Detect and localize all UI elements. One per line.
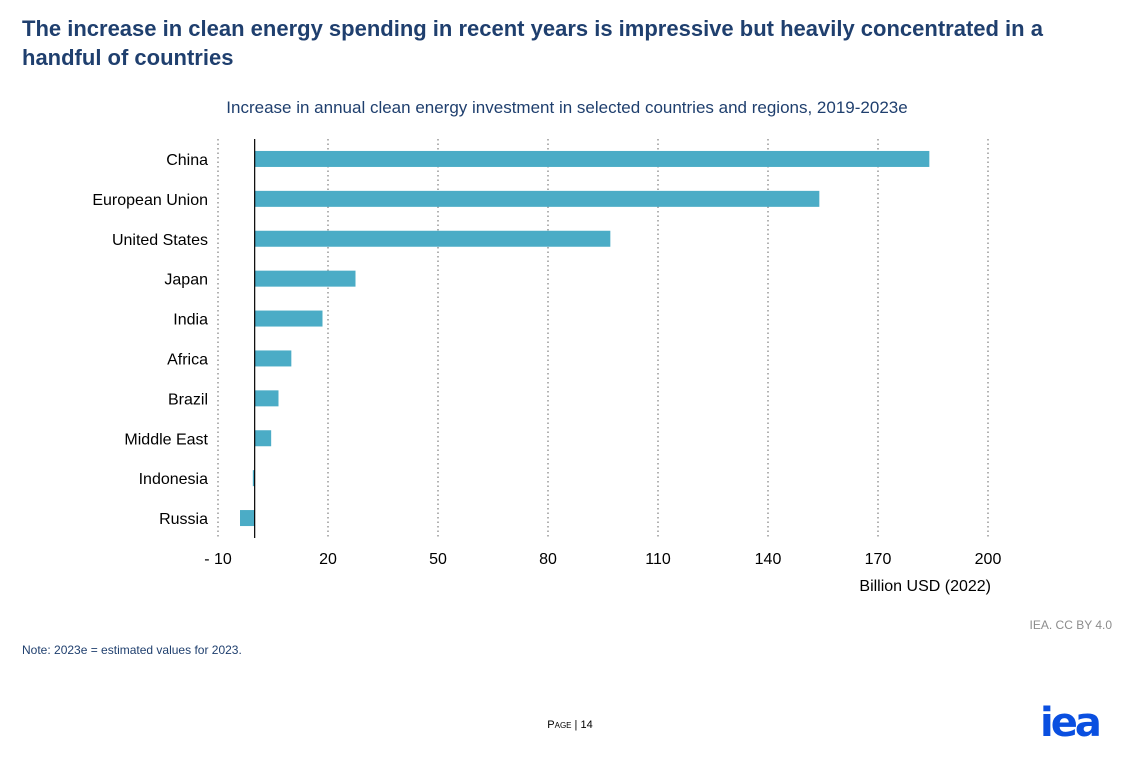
- page-word: Page: [547, 719, 572, 731]
- bar-chart: China European Union United States Japan Ind…: [92, 139, 1002, 595]
- bar-japan: [254, 270, 356, 287]
- bar-european-union: [254, 190, 820, 207]
- chart-title-text: Increase in annual clean energy investme…: [226, 98, 908, 117]
- category-label: Africa: [167, 351, 208, 368]
- x-tick-label: 110: [645, 551, 671, 568]
- category-label: European Union: [92, 192, 208, 209]
- category-label: Russia: [159, 511, 208, 528]
- x-tick-label: 200: [975, 551, 1002, 568]
- bar-indonesia: [252, 470, 255, 487]
- x-tick-label: 80: [539, 551, 557, 568]
- page-separator: |: [571, 719, 581, 731]
- category-label: Middle East: [124, 431, 208, 448]
- category-label: Brazil: [168, 391, 208, 408]
- page-number-value: 14: [580, 719, 593, 731]
- x-axis-label: Billion USD (2022): [859, 578, 991, 595]
- iea-logo-lettering: iea: [1040, 704, 1099, 740]
- bar-russia: [240, 510, 255, 527]
- iea-logo: iea: [1040, 704, 1102, 740]
- bar-middle-east: [254, 430, 272, 447]
- category-label: Japan: [164, 272, 208, 289]
- x-tick-label: 170: [865, 551, 892, 568]
- page-number: Page | 14: [0, 719, 1140, 731]
- credit-text: IEA. CC BY 4.0: [1029, 618, 1112, 632]
- category-label: United States: [112, 232, 208, 249]
- x-tick-label: 20: [319, 551, 337, 568]
- slide-title: The increase in clean energy spending in…: [22, 16, 1043, 70]
- bar-india: [254, 310, 323, 327]
- bar-united-states: [254, 230, 611, 247]
- bar-brazil: [254, 390, 279, 407]
- note-text: Note: 2023e = estimated values for 2023.: [22, 643, 242, 657]
- bar-china: [254, 150, 930, 167]
- category-label: China: [166, 152, 208, 169]
- bar-africa: [254, 350, 292, 367]
- chart-title: Increase in annual clean energy investme…: [0, 98, 1140, 118]
- x-tick-label: 140: [755, 551, 782, 568]
- category-label: Indonesia: [139, 471, 208, 488]
- x-tick-label: - 10: [204, 551, 232, 568]
- x-tick-label: 50: [429, 551, 447, 568]
- category-label: India: [173, 312, 208, 329]
